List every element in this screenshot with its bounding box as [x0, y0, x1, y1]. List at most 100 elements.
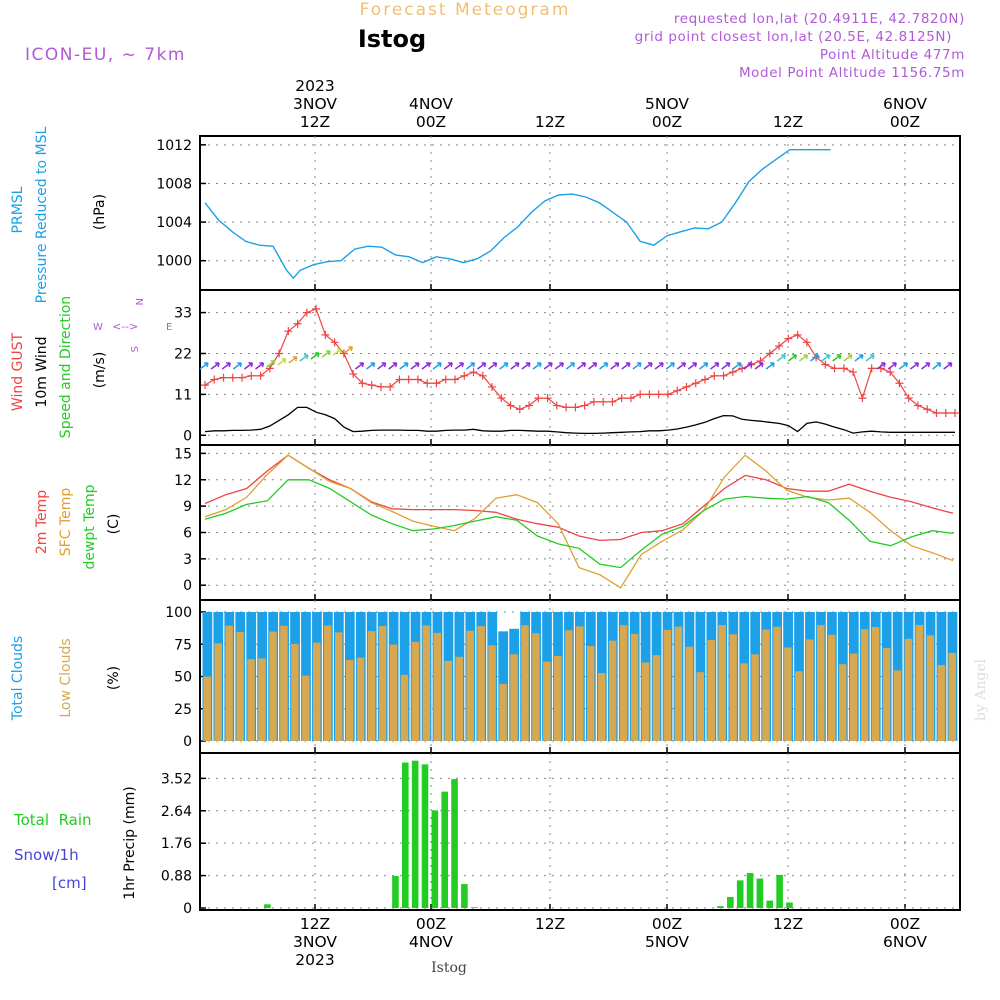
low-cloud-bar — [893, 670, 902, 741]
wind-direction-arrow — [366, 362, 376, 370]
gust-marker — [293, 319, 302, 328]
chart-panels: 1000100410081012011223303691215025507510… — [156, 135, 961, 917]
compass-west: W — [93, 322, 103, 333]
wind-direction-arrow — [909, 362, 920, 370]
panel-wind: 0 11 22 33 — [174, 289, 961, 446]
precip-bar — [727, 896, 734, 908]
footer-station: Istog — [431, 960, 467, 976]
low-cloud-bar — [630, 633, 639, 741]
low-cloud-bar — [586, 645, 595, 741]
gust-marker — [432, 379, 441, 388]
wind-direction-arrow — [443, 362, 453, 370]
gust-marker — [219, 373, 228, 382]
gust-marker — [673, 386, 682, 395]
low-cloud-bar — [334, 632, 343, 741]
low-cloud-bar — [817, 625, 825, 741]
gust-marker — [330, 338, 339, 347]
low-cloud-bar — [378, 625, 387, 741]
wind-direction-arrow — [665, 362, 675, 370]
wind-direction-arrow — [810, 354, 820, 362]
low-cloud-bar — [554, 655, 562, 741]
wind-direction-arrow — [477, 362, 487, 370]
wind-direction-arrow — [266, 360, 276, 368]
precip-bar — [421, 764, 429, 908]
ytick-label: 0 — [183, 428, 192, 444]
low-cloud-bar — [751, 654, 759, 741]
gust-marker — [395, 375, 404, 384]
prmsl-label: PRMSL — [10, 186, 26, 233]
wind10-line — [204, 406, 955, 435]
gust-marker — [571, 403, 580, 412]
wind-direction-arrow — [588, 362, 598, 370]
wind-gust-line — [204, 308, 955, 414]
ytick-label: 0 — [183, 578, 192, 594]
model-altitude: Model Point Altitude 1156.75m — [739, 65, 965, 81]
gust-marker — [645, 390, 654, 399]
gust-marker — [682, 382, 691, 391]
low-cloud-bar — [532, 633, 540, 741]
ytick-label: 1004 — [156, 215, 192, 231]
gust-marker — [497, 394, 506, 403]
low-cloud-bar — [433, 632, 442, 741]
top-time-label: 00Z — [890, 113, 920, 131]
gust-marker — [441, 375, 450, 384]
gust-marker — [460, 371, 469, 380]
wind-direction-arrow — [288, 356, 298, 364]
wind-direction-arrow — [943, 362, 953, 370]
compass-center: <--> — [112, 320, 138, 333]
pressure-msl-label: Pressure Reduced to MSL — [34, 126, 50, 303]
ytick-label: 22 — [174, 346, 192, 362]
wind-direction-arrow — [543, 362, 553, 370]
precip-bar — [736, 880, 744, 908]
low-cloud-bar — [597, 673, 606, 741]
precip-bar — [461, 884, 468, 908]
top-time-label: 2023 — [295, 77, 334, 95]
compass-rose: N S W E <--> — [93, 298, 172, 352]
gust-marker — [525, 401, 534, 410]
chart-title: Forecast Meteogram — [360, 0, 571, 20]
low-cloud-bar — [422, 625, 431, 741]
wind-direction-arrow — [576, 362, 587, 370]
low-cloud-bar — [291, 643, 299, 741]
wind-direction-arrow — [832, 354, 842, 362]
ytick-label: 1000 — [156, 254, 192, 270]
wind-direction-arrow — [743, 362, 753, 370]
gust-marker — [423, 379, 432, 388]
wind-direction-arrow — [399, 362, 409, 370]
low-cloud-bar — [576, 626, 584, 741]
wind-direction-arrow — [510, 362, 520, 370]
total-rain-label: Total Rain — [13, 811, 92, 829]
gust-marker — [765, 349, 774, 358]
gust-marker — [608, 397, 617, 406]
precip-panel-labels: Total Rain Snow/1h [cm] 1hr Precip (mm) — [13, 786, 138, 899]
top-time-label: 12Z — [300, 113, 330, 131]
gust-marker — [451, 375, 459, 384]
low-cloud-bar — [860, 629, 869, 741]
gust-marker — [284, 327, 293, 336]
low-cloud-bar — [269, 631, 277, 741]
wind-direction-arrow — [243, 362, 254, 370]
bottom-time-label: 4NOV — [409, 933, 453, 951]
panel-precip: 0 0.88 1.76 2.64 3.52 — [161, 752, 961, 917]
gust-marker — [617, 394, 626, 403]
ytick-label: 9 — [183, 499, 192, 515]
wind-direction-arrow — [332, 348, 342, 356]
precip-bar — [746, 873, 754, 908]
total-clouds-label: Total Clouds — [10, 636, 26, 721]
low-clouds-label: Low Clouds — [58, 638, 74, 717]
gust-marker — [321, 330, 330, 339]
gust-marker — [941, 408, 950, 417]
wind-panel-labels: Wind GUST 10m Wind Speed and Direction (… — [10, 296, 172, 438]
gust-marker — [469, 368, 478, 377]
low-cloud-bar — [225, 625, 233, 741]
gust-marker — [830, 364, 839, 373]
temp-2m-label: 2m Temp — [34, 490, 50, 554]
wind-direction-arrow — [343, 346, 354, 354]
cloud-panel-labels: Total Clouds Low Clouds (%) — [10, 636, 122, 721]
ytick-label: 15 — [174, 446, 192, 462]
low-cloud-bar — [915, 624, 924, 741]
low-cloud-bar — [543, 661, 551, 741]
top-time-label: 4NOV — [409, 95, 453, 113]
compass-south: S — [128, 346, 139, 352]
